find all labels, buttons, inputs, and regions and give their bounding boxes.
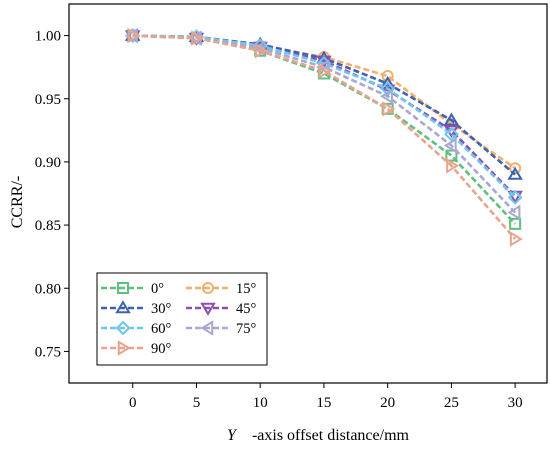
x-axis-label-rest: -axis offset distance/mm bbox=[252, 427, 410, 444]
legend-entry: 75° bbox=[186, 320, 257, 337]
data-point bbox=[443, 126, 459, 142]
data-point bbox=[318, 63, 332, 79]
data-point bbox=[381, 70, 394, 83]
data-point bbox=[507, 204, 521, 221]
y-tick-label: 1.00 bbox=[35, 29, 61, 45]
series-6 bbox=[127, 27, 523, 247]
x-axis-label-italic: Y bbox=[227, 427, 238, 444]
y-tick-label: 0.75 bbox=[35, 344, 61, 360]
legend-label: 75° bbox=[236, 321, 257, 337]
data-point bbox=[509, 217, 522, 230]
data-point bbox=[507, 189, 523, 205]
legend-entry: 90° bbox=[101, 340, 172, 357]
y-tick-label: 0.80 bbox=[35, 281, 61, 297]
data-point bbox=[254, 42, 268, 59]
legend-entry: 60° bbox=[101, 320, 172, 337]
legend-label: 90° bbox=[151, 341, 172, 357]
x-axis-label: Y -axis offset distance/mm bbox=[227, 427, 409, 444]
x-tick-label: 25 bbox=[444, 395, 459, 411]
x-tick-label: 20 bbox=[380, 395, 395, 411]
data-point bbox=[443, 112, 460, 126]
data-point bbox=[191, 30, 205, 46]
y-tick-label: 0.85 bbox=[35, 218, 61, 234]
legend-marker bbox=[117, 340, 131, 356]
series-line bbox=[132, 34, 517, 240]
legend-entry: 30° bbox=[101, 300, 172, 317]
legend-marker bbox=[115, 300, 131, 314]
series-line bbox=[132, 34, 516, 170]
legend-label: 15° bbox=[236, 281, 257, 297]
legend-label: 0° bbox=[151, 281, 164, 297]
data-point bbox=[507, 166, 523, 180]
legend-label: 60° bbox=[151, 321, 172, 337]
legend-label: 45° bbox=[236, 301, 257, 317]
x-tick-label: 30 bbox=[508, 395, 523, 411]
data-point bbox=[380, 81, 396, 97]
data-point bbox=[382, 101, 396, 117]
x-tick-label: 5 bbox=[193, 395, 201, 411]
y-tick-label: 0.90 bbox=[35, 155, 61, 171]
data-point bbox=[509, 231, 523, 247]
x-tick-label: 0 bbox=[129, 395, 137, 411]
data-point bbox=[379, 88, 393, 104]
y-axis-label: CCRR/- bbox=[9, 176, 26, 228]
y-tick-label: 0.95 bbox=[35, 92, 61, 108]
legend-entry: 0° bbox=[101, 281, 164, 297]
data-point bbox=[127, 27, 141, 44]
data-point bbox=[443, 137, 457, 154]
legend-marker bbox=[202, 282, 214, 294]
x-tick-label: 15 bbox=[316, 395, 331, 411]
x-tick-label: 10 bbox=[253, 395, 268, 411]
data-point bbox=[446, 157, 460, 174]
legend-entry: 15° bbox=[186, 281, 257, 297]
legend-marker bbox=[200, 320, 214, 336]
plot-frame bbox=[68, 3, 548, 384]
legend-marker bbox=[200, 302, 216, 316]
legend-marker bbox=[117, 282, 129, 294]
legend-marker bbox=[115, 320, 131, 336]
legend-label: 30° bbox=[151, 301, 172, 317]
legend-entry: 45° bbox=[186, 301, 257, 317]
data-point bbox=[445, 149, 458, 162]
